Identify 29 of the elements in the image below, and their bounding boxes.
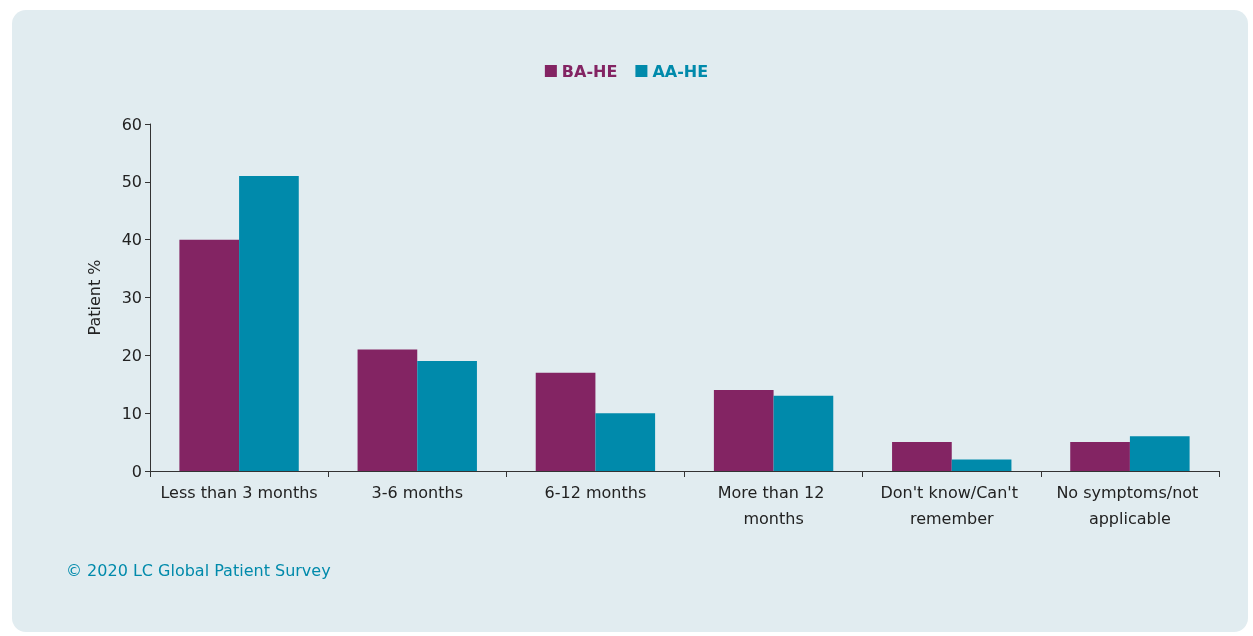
bar [773,395,834,471]
x-tick-label: 3-6 months [371,482,463,502]
y-axis-title: Patient % [84,259,104,336]
text: © 2020 LC Global Patient Survey [66,560,331,580]
y-tick-label: 0 [131,461,142,481]
bar [1070,442,1130,471]
y-tick-label: 20 [121,345,142,365]
bar [951,459,1012,471]
bar [179,239,240,471]
legend-label: BA-HE [561,61,618,81]
bar [417,361,477,471]
legend-label: AA-HE [652,61,709,81]
bar [713,390,774,471]
bar [357,349,418,471]
bar [239,176,299,471]
y-tick-label: 60 [121,114,142,134]
bar [892,442,952,471]
y-tick-label: 50 [121,172,142,192]
x-tick-label: Less than 3 months [160,482,318,502]
bar [595,413,656,471]
y-tick-label: 30 [121,288,142,307]
x-tick-label: No symptoms/not applicable [1056,482,1204,528]
x-tick-label: More than 12 months [717,482,830,528]
bar [535,372,596,471]
bar [1129,436,1190,471]
y-tick-label: 10 [121,403,142,423]
x-tick-label: 6-12 months [544,482,647,502]
x-tick-label: Don't know/Can't remember [880,482,1024,528]
y-tick-label: 40 [121,230,142,250]
